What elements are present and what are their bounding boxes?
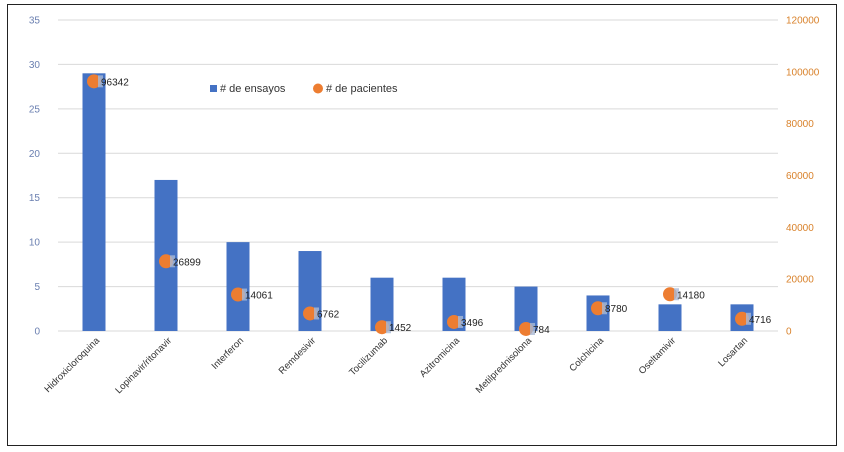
label-leader xyxy=(314,307,319,320)
combo-chart: 96342 26899 14061 6762 1452 3496 784 8780 14180 4… xyxy=(29,16,820,397)
data-label: 6762 xyxy=(317,309,340,320)
chart-frame: 96342 26899 14061 6762 1452 3496 784 8780 14180 4… xyxy=(7,4,837,446)
right-tick-label: 20000 xyxy=(786,275,814,286)
left-tick-label: 0 xyxy=(34,327,40,338)
data-label: 14061 xyxy=(245,291,273,302)
label-leader xyxy=(530,322,535,335)
category-label: Colchicina xyxy=(567,335,606,374)
data-point xyxy=(591,301,605,316)
label-leader xyxy=(98,75,103,88)
data-label: 4716 xyxy=(749,315,772,326)
data-label: 1452 xyxy=(389,323,412,334)
data-label: 26899 xyxy=(173,257,201,268)
category-label: Losartan xyxy=(716,335,750,369)
bar-series xyxy=(82,73,754,332)
category-label: Remdesivir xyxy=(277,335,318,376)
data-point xyxy=(87,74,101,89)
legend: # de ensayos # de pacientes xyxy=(210,83,398,95)
bar xyxy=(658,304,682,331)
left-tick-label: 20 xyxy=(29,149,41,160)
right-tick-label: 100000 xyxy=(786,67,820,78)
label-leader xyxy=(746,312,751,325)
label-leader xyxy=(458,315,463,328)
point-series xyxy=(87,74,749,336)
category-label: Metilprednisolona xyxy=(474,335,535,396)
data-point xyxy=(663,287,677,302)
category-label: Lopinavir/ritonavir xyxy=(113,335,174,396)
data-labels: 96342 26899 14061 6762 1452 3496 784 8780 14180 4… xyxy=(98,75,772,336)
label-leader xyxy=(170,255,175,268)
bar xyxy=(82,73,106,332)
right-tick-label: 60000 xyxy=(786,171,814,182)
left-tick-label: 25 xyxy=(29,104,41,115)
right-tick-label: 0 xyxy=(786,327,792,338)
label-leader xyxy=(602,302,607,315)
data-label: 3496 xyxy=(461,318,484,329)
data-point xyxy=(303,306,317,321)
data-point xyxy=(735,311,749,326)
data-label: 96342 xyxy=(101,77,129,88)
category-labels: Hidroxicloroquina Lopinavir/ritonavir Inte… xyxy=(42,335,750,396)
category-label: Tocilizumab xyxy=(347,335,390,378)
legend-bar-label: # de ensayos xyxy=(220,83,286,95)
data-point xyxy=(375,320,389,335)
data-point xyxy=(159,254,173,269)
left-tick-label: 30 xyxy=(29,60,41,71)
data-point xyxy=(231,287,245,302)
bar xyxy=(370,277,394,331)
right-tick-label: 40000 xyxy=(786,223,814,234)
left-tick-label: 15 xyxy=(29,193,41,204)
label-leader xyxy=(674,288,679,301)
category-label: Oseltamivir xyxy=(637,335,678,376)
gridlines xyxy=(58,19,778,332)
left-axis-ticks: 0 5 10 15 20 25 30 35 xyxy=(29,16,41,338)
category-label: Azitromicina xyxy=(418,335,463,380)
legend-bar-swatch xyxy=(210,85,217,92)
right-tick-label: 80000 xyxy=(786,119,814,130)
label-leader xyxy=(386,321,391,334)
data-point xyxy=(447,314,461,329)
legend-point-swatch xyxy=(313,83,323,94)
category-label: Hidroxicloroquina xyxy=(42,335,102,395)
right-axis-ticks: 0 20000 40000 60000 80000 100000 120000 xyxy=(786,16,820,338)
data-label: 8780 xyxy=(605,304,628,315)
data-label: 14180 xyxy=(677,290,705,301)
left-tick-label: 35 xyxy=(29,16,41,27)
category-label: Interferon xyxy=(210,335,247,372)
right-tick-label: 120000 xyxy=(786,16,820,27)
data-label: 784 xyxy=(533,325,550,336)
left-tick-label: 10 xyxy=(29,238,41,249)
legend-point-label: # de pacientes xyxy=(326,83,398,95)
label-leader xyxy=(242,288,247,301)
data-point xyxy=(519,321,533,336)
bar xyxy=(226,242,250,331)
left-tick-label: 5 xyxy=(34,282,40,293)
bar xyxy=(514,286,538,331)
